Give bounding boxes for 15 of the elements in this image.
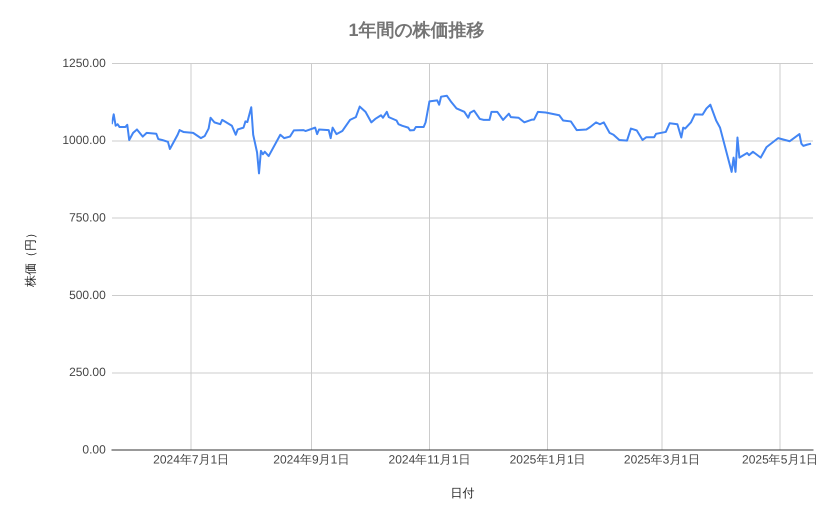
- y-tick-label: 0.00: [82, 442, 106, 457]
- y-tick-label: 1000.00: [62, 133, 106, 148]
- x-axis-title: 日付: [450, 486, 474, 500]
- x-tick-label: 2024年11月1日: [388, 452, 470, 467]
- x-tick-label: 2025年3月1日: [624, 452, 700, 467]
- y-tick-label: 1250.00: [62, 56, 106, 70]
- y-axis-title: 株価（円）: [24, 226, 38, 288]
- chart-title: 1年間の株価推移: [348, 20, 485, 40]
- x-tick-label: 2024年9月1日: [273, 452, 350, 467]
- x-tick-label: 2025年1月1日: [510, 452, 586, 467]
- y-tick-label: 250.00: [69, 365, 106, 380]
- x-tick-label: 2024年7月1日: [153, 452, 230, 467]
- y-tick-label: 500.00: [69, 288, 106, 302]
- x-tick-label: 2025年5月1日: [742, 452, 818, 467]
- y-tick-label: 750.00: [69, 210, 106, 225]
